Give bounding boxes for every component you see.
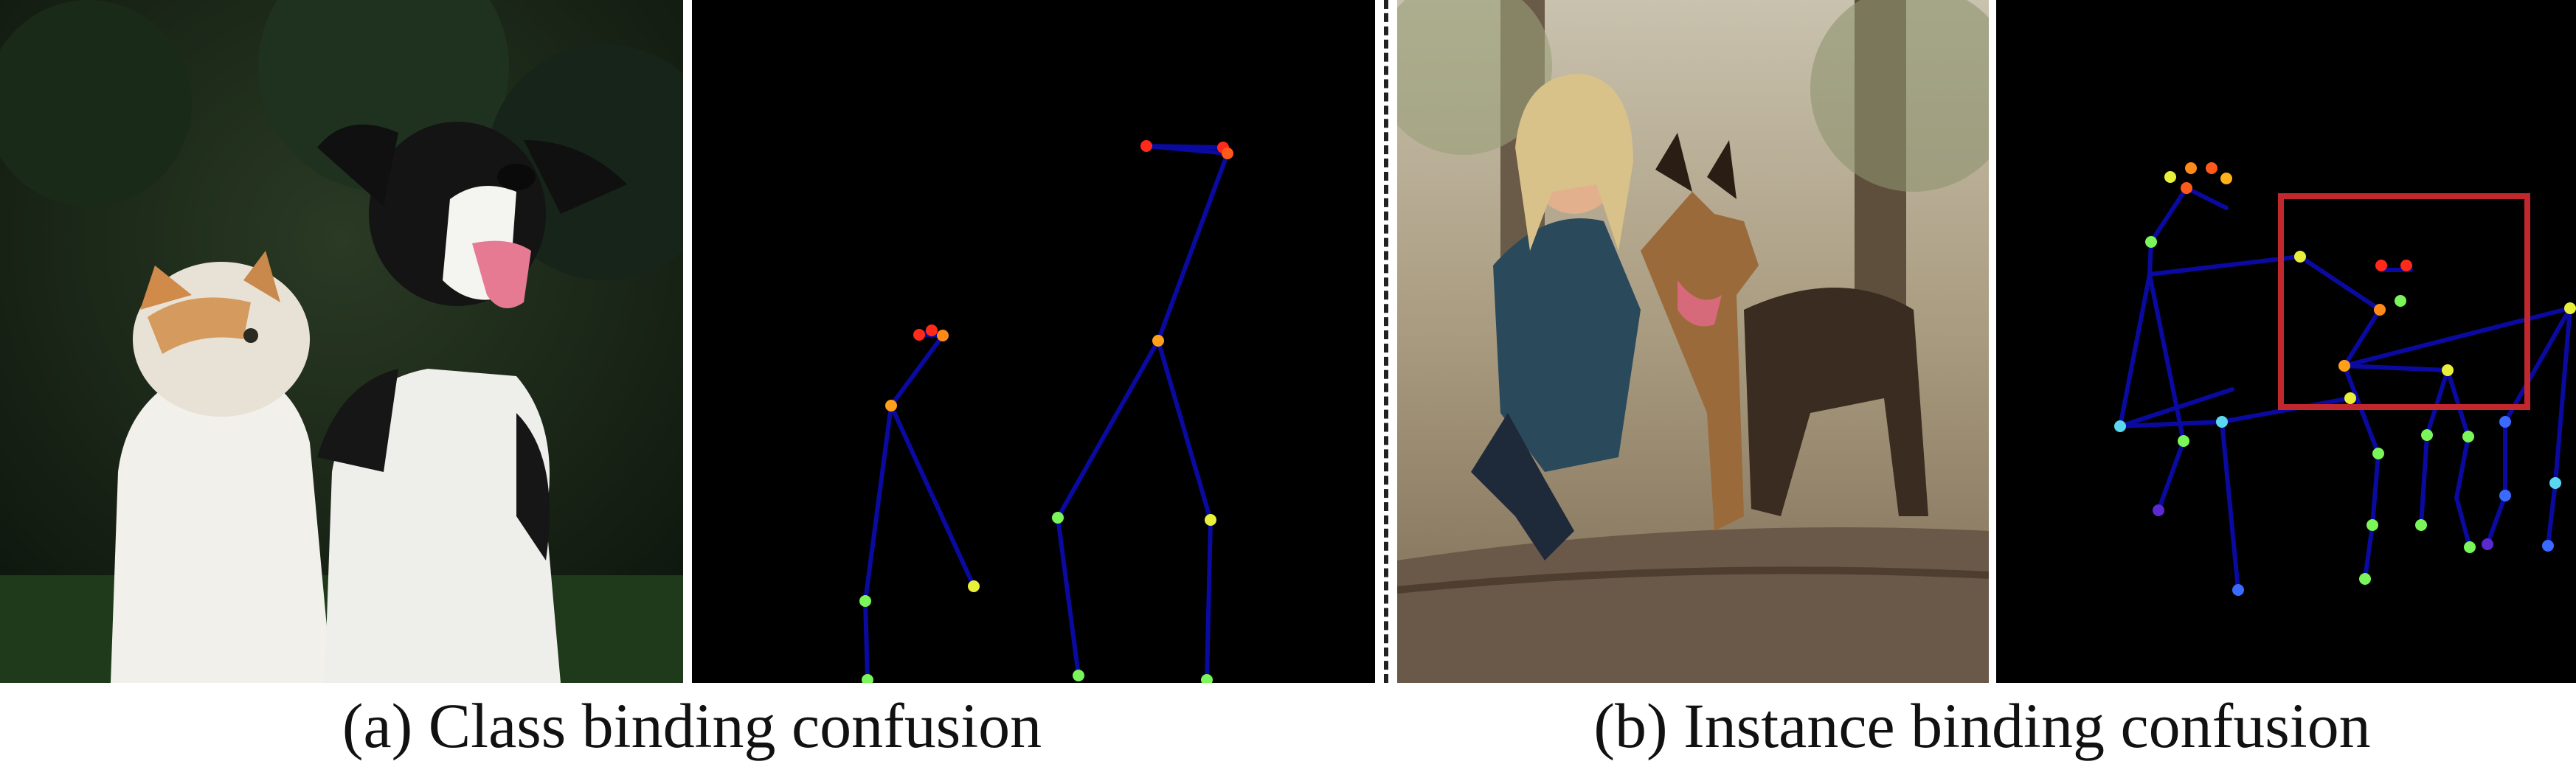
photo-woman-dog (1397, 0, 1989, 683)
caption-class-binding: (a) Class binding confusion (0, 689, 1384, 763)
photo-cat-dog (0, 0, 683, 683)
caption-instance-binding: (b) Instance binding confusion (1388, 689, 2576, 763)
pose-skeleton-cat-dog (692, 0, 1375, 683)
pose-skeleton-woman-dog (1996, 0, 2576, 683)
dashed-divider (1384, 0, 1388, 683)
